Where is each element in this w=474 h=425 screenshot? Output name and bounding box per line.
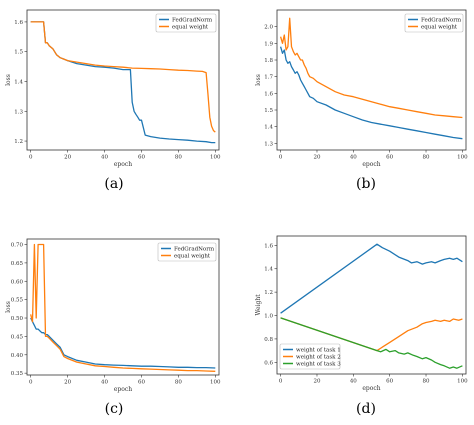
x-tick-label-a-1: 20 [64,155,71,161]
x-tick-label-a-2: 40 [101,155,108,161]
y-tick-label-b-7: 2.0 [264,25,273,31]
x-tick-label-a-3: 60 [138,155,145,161]
panel-c: (c) 0 20 40 60 80 100 0.35 0.40 0.45 0.50 0.55 0.60… [5,238,221,417]
y-tick-label-d-3: 1.2 [264,290,273,296]
series-line-d-3 [280,317,463,369]
y-tick-label-b-4: 1.7 [264,75,273,81]
series-line-c-1 [30,317,216,369]
series-line-d-2 [280,317,463,352]
legend-frame-b [404,13,464,33]
x-tick-label-b-5: 100 [457,155,468,161]
panel-d: (d) 0 20 40 60 80 100 0.6 0.8 1.0 1.2 1.4 1.6 epoch W… [255,235,468,417]
x-tick-label-a-0: 0 [29,155,33,161]
legend-label-c-1: FedGradNorm [174,247,215,253]
y-tick-label-a-4: 1.6 [14,20,23,26]
plot-area-d [276,235,467,375]
x-tick-label-b-1: 20 [313,155,320,161]
plot-area-c [26,238,220,376]
legend-label-d-3: weight of task 3 [296,362,341,368]
x-tick-label-d-2: 40 [350,379,357,385]
x-tick-label-a-4: 80 [175,155,182,161]
x-tick-label-c-3: 60 [138,380,145,386]
x-axis-label-b: epoch [362,161,380,168]
y-axis-label-d: Weight [255,294,262,316]
x-tick-label-b-0: 0 [279,155,283,161]
y-tick-label-a-2: 1.4 [14,79,23,85]
caption-c: (c) [105,401,124,417]
y-axis-label-a: loss [5,74,12,86]
y-tick-label-c-7: 0.70 [11,243,24,249]
y-tick-label-d-1: 0.8 [264,337,273,343]
legend-label-b-1: FedGradNorm [421,18,462,24]
x-axis-label-d: epoch [362,385,380,392]
caption-b: (b) [356,176,376,192]
y-axis-label-c: loss [5,301,12,313]
legend-frame-d [279,343,341,370]
series-line-b-1 [279,46,463,140]
y-tick-label-c-5: 0.60 [11,279,24,285]
y-axis-label-b: loss [255,74,262,86]
series-line-b-2 [279,17,463,119]
x-axis-label-c: epoch [114,386,132,393]
series-line-c-2 [30,243,216,372]
x-tick-label-c-4: 80 [175,380,182,386]
y-tick-label-b-1: 1.4 [264,125,273,131]
x-tick-label-b-3: 60 [386,155,393,161]
x-tick-label-d-3: 60 [386,379,393,385]
x-tick-label-d-5: 100 [457,379,468,385]
y-tick-label-b-5: 1.8 [264,58,273,64]
plot-area-a [26,9,220,151]
y-tick-label-b-6: 1.9 [264,41,273,47]
panel-a: (a) 0 20 40 60 80 100 1.2 1.3 1.4 1.5 1.6 epoch loss… [5,9,221,192]
caption-a: (a) [104,176,123,192]
series-line-a-1 [30,21,216,144]
y-tick-label-c-0: 0.35 [11,371,24,377]
x-tick-label-b-2: 40 [350,155,357,161]
y-tick-label-a-3: 1.5 [14,50,23,56]
x-axis-label-a: epoch [114,161,132,168]
x-tick-label-b-4: 80 [423,155,430,161]
y-tick-label-d-5: 1.6 [264,243,273,249]
x-tick-label-d-0: 0 [279,379,283,385]
x-tick-label-c-0: 0 [29,380,33,386]
y-tick-label-c-1: 0.40 [11,353,24,359]
panel-b: (b) 0 20 40 60 80 100 1.3 1.4 1.5 1.6 1.7 1.8 1.9 2.0… [255,9,468,192]
series-line-a-2 [30,21,216,133]
legend-label-c-2: equal weight [174,254,211,260]
y-tick-label-a-0: 1.2 [14,139,23,145]
x-tick-label-c-2: 40 [101,380,108,386]
y-tick-label-d-4: 1.4 [264,267,273,273]
y-tick-label-a-1: 1.3 [14,109,23,115]
x-tick-label-d-1: 20 [313,379,320,385]
x-tick-label-c-1: 20 [64,380,71,386]
caption-d: (d) [356,401,376,417]
y-tick-label-b-3: 1.6 [264,91,273,97]
legend-label-d-2: weight of task 2 [296,355,341,361]
x-tick-label-a-5: 100 [210,155,221,161]
y-tick-label-b-0: 1.3 [264,141,273,147]
series-line-d-1 [280,243,463,314]
y-tick-label-c-2: 0.45 [11,334,24,340]
y-tick-label-d-0: 0.6 [264,360,273,366]
y-tick-label-c-3: 0.50 [11,316,24,322]
y-tick-label-c-6: 0.65 [11,261,24,267]
x-tick-label-d-4: 80 [423,379,430,385]
legend-frame-a [155,13,217,33]
y-tick-label-b-2: 1.5 [264,108,273,114]
legend-label-b-2: equal weight [421,25,458,31]
x-tick-label-c-5: 100 [210,380,221,386]
legend-label-d-1: weight of task 1 [296,348,341,354]
y-tick-label-c-4: 0.55 [11,298,24,304]
plot-area-b [276,9,467,151]
legend-label-a-1: FedGradNorm [172,18,213,24]
legend-frame-c [157,242,217,262]
y-tick-label-d-2: 1.0 [264,314,273,320]
legend-label-a-2: equal weight [172,25,209,31]
